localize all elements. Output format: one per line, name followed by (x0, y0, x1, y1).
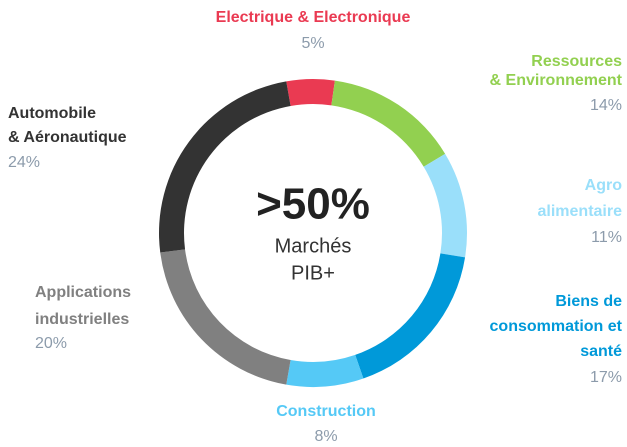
segment-percent: 5% (301, 35, 324, 52)
segment-label: Automobile (8, 105, 96, 122)
segment-label: & Aéronautique (8, 129, 127, 146)
segment-label: consommation et (490, 318, 623, 335)
segment-label: Electrique & Electronique (216, 9, 411, 26)
segment-label: Applications (35, 284, 131, 301)
donut-segment (331, 80, 446, 167)
segment-label: Ressources (531, 53, 622, 70)
segment-label: Biens de (555, 293, 622, 310)
segment-label: Agro (585, 177, 623, 194)
donut-segment (160, 249, 291, 385)
segment-percent: 8% (314, 428, 337, 445)
donut-segment (355, 253, 466, 379)
segment-percent: 24% (8, 154, 40, 171)
donut-segment (286, 79, 335, 106)
center-text: Marchés (275, 235, 352, 257)
segment-percent: 11% (591, 229, 622, 246)
center-text: PIB+ (291, 262, 335, 284)
segment-label: santé (580, 343, 622, 360)
segment-percent: 17% (590, 369, 622, 386)
donut-segment (158, 81, 291, 253)
segment-label: Construction (276, 403, 376, 420)
segment-label: alimentaire (538, 203, 623, 220)
donut-segment (286, 354, 364, 387)
center-figure: >50% (256, 180, 370, 229)
segment-label: & Environnement (490, 72, 623, 89)
segment-percent: 14% (590, 97, 622, 114)
segment-label: industrielles (35, 311, 129, 328)
segment-percent: 20% (35, 335, 67, 352)
donut-segment (423, 153, 468, 258)
